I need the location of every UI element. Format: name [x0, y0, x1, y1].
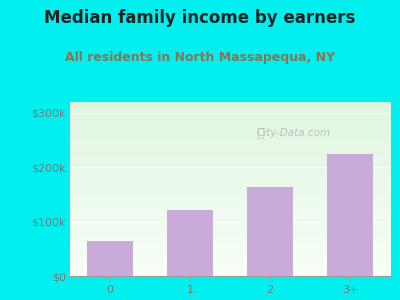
Bar — [87, 241, 133, 276]
Bar — [327, 154, 373, 276]
Text: All residents in North Massapequa, NY: All residents in North Massapequa, NY — [65, 51, 335, 64]
Text: Ⓜ: Ⓜ — [257, 127, 264, 140]
Bar — [167, 210, 213, 276]
Text: Median family income by earners: Median family income by earners — [44, 9, 356, 27]
Bar — [247, 188, 293, 276]
Text: City-Data.com: City-Data.com — [257, 128, 331, 138]
